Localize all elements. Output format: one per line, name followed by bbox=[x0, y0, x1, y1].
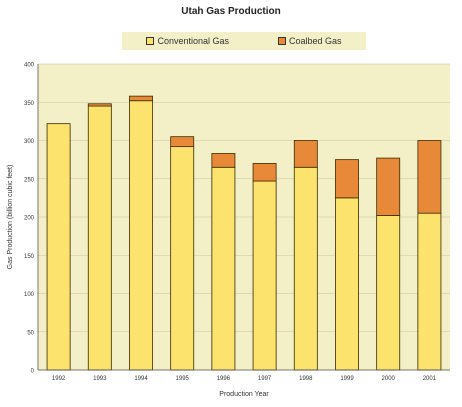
legend-swatch-conventional bbox=[146, 37, 155, 45]
x-tick-label: 1995 bbox=[176, 376, 190, 382]
y-tick-label: 250 bbox=[24, 177, 35, 183]
x-tick-label: 2001 bbox=[423, 376, 437, 382]
x-tick-label: 1994 bbox=[134, 376, 148, 382]
x-tick-label: 1997 bbox=[258, 376, 272, 382]
bar-conventional-gas bbox=[87, 105, 112, 371]
y-tick-label: 350 bbox=[24, 101, 35, 107]
bar-coalbed-gas bbox=[376, 157, 401, 216]
bar-coalbed-gas bbox=[87, 103, 112, 107]
bar-coalbed-gas bbox=[417, 140, 442, 214]
y-tick-label: 300 bbox=[24, 139, 35, 145]
x-axis-label: Production Year bbox=[219, 391, 269, 398]
legend-swatch-coalbed bbox=[277, 37, 286, 45]
legend: Conventional Gas Coalbed Gas bbox=[122, 32, 366, 50]
bar-conventional-gas bbox=[376, 215, 401, 371]
x-tick-label: 1993 bbox=[93, 376, 107, 382]
bar-conventional-gas bbox=[129, 100, 153, 371]
chart-title: Utah Gas Production bbox=[181, 6, 281, 17]
bar-conventional-gas bbox=[252, 180, 277, 371]
bar-conventional-gas bbox=[335, 197, 359, 371]
legend-label-coalbed: Coalbed Gas bbox=[288, 36, 342, 46]
x-tick-label: 1999 bbox=[340, 376, 354, 382]
x-tick-label: 1996 bbox=[217, 376, 231, 382]
y-tick-label: 400 bbox=[24, 63, 35, 69]
bar-conventional-gas bbox=[417, 212, 442, 371]
y-tick-label: 100 bbox=[24, 292, 35, 298]
bar-coalbed-gas bbox=[293, 140, 318, 168]
bar-conventional-gas bbox=[211, 166, 236, 371]
bar-coalbed-gas bbox=[129, 95, 153, 102]
bar-conventional-gas bbox=[293, 166, 318, 371]
y-axis-label: Gas Production (billion cubic feet) bbox=[7, 165, 14, 270]
y-tick-label: 200 bbox=[24, 216, 35, 222]
x-tick-label: 1992 bbox=[52, 376, 66, 382]
bar-coalbed-gas bbox=[170, 136, 195, 148]
legend-label-conventional: Conventional Gas bbox=[157, 36, 230, 46]
y-tick-label: 0 bbox=[31, 369, 35, 375]
legend-item-coalbed: Coalbed Gas bbox=[277, 36, 342, 46]
bar-coalbed-gas bbox=[252, 163, 277, 182]
bar-coalbed-gas bbox=[335, 159, 359, 199]
x-tick-label: 2000 bbox=[382, 376, 396, 382]
bar-conventional-gas bbox=[46, 123, 71, 371]
bar-coalbed-gas bbox=[211, 153, 236, 168]
y-tick-label: 50 bbox=[27, 330, 34, 336]
y-tick-label: 150 bbox=[24, 254, 35, 260]
x-tick-label: 1998 bbox=[299, 376, 313, 382]
legend-item-conventional: Conventional Gas bbox=[146, 36, 229, 46]
bar-conventional-gas bbox=[170, 146, 195, 371]
